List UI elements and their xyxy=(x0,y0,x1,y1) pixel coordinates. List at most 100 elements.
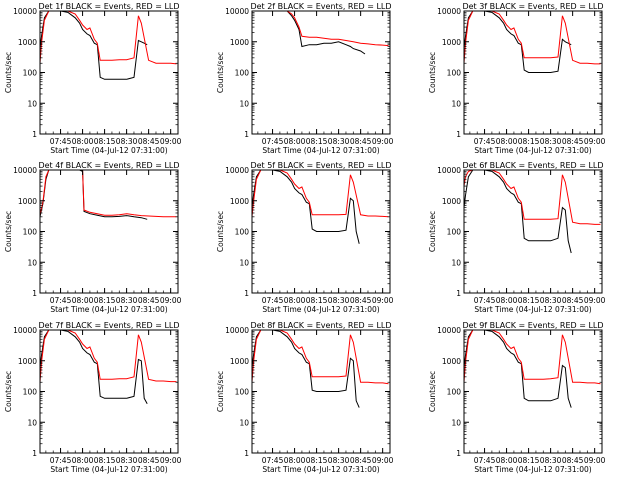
chart-panel-6: 1 10 100 1000 10000 07:45 08:00 08:15 08:30 08:45… xyxy=(428,161,606,314)
plot-frame xyxy=(463,169,603,294)
series-line-lld xyxy=(464,11,601,65)
x-tick-label: 08:45 xyxy=(350,137,372,146)
series-group xyxy=(40,170,177,220)
y-tick-label: 10 xyxy=(239,258,249,267)
x-tick-label: 08:45 xyxy=(350,296,372,305)
x-axis-label: Start Time (04-Jul-12 07:31:00) xyxy=(474,305,591,314)
x-tick-label: 08:45 xyxy=(562,296,584,305)
x-tick-label: 08:45 xyxy=(138,456,160,465)
x-tick-label: 08:15 xyxy=(518,456,540,465)
x-axis-label: Start Time (04-Jul-12 07:31:00) xyxy=(474,146,591,155)
x-tick-label: 07:45 xyxy=(50,137,72,146)
x-tick-label: 09:00 xyxy=(584,456,606,465)
y-tick-label: 1 xyxy=(32,130,37,139)
x-tick-label: 08:00 xyxy=(496,456,518,465)
y-tick-label: 10000 xyxy=(437,7,461,16)
plot-frame xyxy=(39,169,179,294)
y-axis-label: Counts/sec xyxy=(216,211,225,252)
chart-title: Det 2f BLACK = Events, RED = LLD xyxy=(250,2,391,11)
y-tick-label: 10000 xyxy=(225,326,249,335)
y-axis-label: Counts/sec xyxy=(216,52,225,93)
chart-title: Det 5f BLACK = Events, RED = LLD xyxy=(250,161,391,170)
chart-title: Det 4f BLACK = Events, RED = LLD xyxy=(38,161,179,170)
y-tick-label: 1 xyxy=(456,449,461,458)
x-tick-label: 08:00 xyxy=(72,137,94,146)
series-group xyxy=(464,330,601,408)
x-tick-label: 08:00 xyxy=(72,456,94,465)
x-tick-label: 08:30 xyxy=(328,137,350,146)
x-tick-label: 09:00 xyxy=(584,137,606,146)
x-axis-label: Start Time (04-Jul-12 07:31:00) xyxy=(50,305,167,314)
x-tick-label: 08:15 xyxy=(306,296,328,305)
series-group xyxy=(252,11,389,55)
x-tick-label: 08:30 xyxy=(116,456,138,465)
chart-title: Det 6f BLACK = Events, RED = LLD xyxy=(462,161,603,170)
y-tick-label: 10000 xyxy=(13,166,37,175)
chart-title: Det 8f BLACK = Events, RED = LLD xyxy=(250,321,391,330)
x-tick-label: 09:00 xyxy=(160,456,182,465)
y-tick-label: 10 xyxy=(239,418,249,427)
x-axis-label: Start Time (04-Jul-12 07:31:00) xyxy=(262,465,379,474)
y-tick-label: 100 xyxy=(235,69,250,78)
chart-panel-1: 1 10 100 1000 10000 07:45 08:00 08:15 08:30 08:45… xyxy=(4,2,182,155)
x-tick-label: 08:15 xyxy=(518,137,540,146)
series-line-lld xyxy=(40,170,177,218)
x-tick-label: 08:30 xyxy=(540,137,562,146)
y-tick-label: 1000 xyxy=(442,197,461,206)
y-tick-label: 10 xyxy=(451,418,461,427)
y-tick-label: 100 xyxy=(447,69,462,78)
x-tick-label: 07:45 xyxy=(474,296,496,305)
y-tick-label: 1 xyxy=(32,289,37,298)
chart-panel-7: 1 10 100 1000 10000 07:45 08:00 08:15 08:30 08:45… xyxy=(4,321,182,474)
x-tick-label: 08:00 xyxy=(496,137,518,146)
y-tick-label: 100 xyxy=(235,228,250,237)
y-tick-label: 1000 xyxy=(230,197,249,206)
series-line-events xyxy=(40,170,148,220)
y-tick-label: 1000 xyxy=(442,38,461,47)
chart-panel-9: 1 10 100 1000 10000 07:45 08:00 08:15 08:30 08:45… xyxy=(428,321,606,474)
x-axis-label: Start Time (04-Jul-12 07:31:00) xyxy=(262,305,379,314)
x-tick-label: 08:45 xyxy=(138,137,160,146)
x-tick-label: 08:15 xyxy=(306,456,328,465)
y-tick-label: 100 xyxy=(23,69,38,78)
chart-panel-4: 1 10 100 1000 10000 07:45 08:00 08:15 08:30 08:45… xyxy=(4,161,182,314)
x-tick-label: 09:00 xyxy=(372,456,394,465)
x-tick-label: 08:15 xyxy=(94,296,116,305)
y-tick-label: 10 xyxy=(239,99,249,108)
series-line-lld xyxy=(252,11,389,47)
series-line-events xyxy=(464,330,572,408)
series-line-events xyxy=(252,11,366,55)
x-tick-label: 08:30 xyxy=(328,296,350,305)
y-tick-label: 10000 xyxy=(13,7,37,16)
y-tick-label: 10000 xyxy=(225,7,249,16)
y-tick-label: 1000 xyxy=(230,38,249,47)
x-tick-label: 07:45 xyxy=(474,456,496,465)
y-tick-label: 10000 xyxy=(225,166,249,175)
series-group xyxy=(252,330,389,408)
series-line-lld xyxy=(252,170,389,218)
series-line-events xyxy=(40,330,148,404)
y-tick-label: 10 xyxy=(451,258,461,267)
x-tick-label: 08:15 xyxy=(518,296,540,305)
chart-panel-3: 1 10 100 1000 10000 07:45 08:00 08:15 08:30 08:45… xyxy=(428,2,606,155)
x-tick-label: 07:45 xyxy=(262,137,284,146)
y-tick-label: 1000 xyxy=(18,38,37,47)
plot-frame xyxy=(463,329,603,454)
series-group xyxy=(40,330,177,404)
x-axis-label: Start Time (04-Jul-12 07:31:00) xyxy=(50,465,167,474)
x-axis-label: Start Time (04-Jul-12 07:31:00) xyxy=(474,465,591,474)
y-tick-label: 1 xyxy=(244,289,249,298)
plot-frame xyxy=(251,10,391,135)
x-tick-label: 09:00 xyxy=(160,296,182,305)
y-tick-label: 1 xyxy=(456,130,461,139)
x-tick-label: 08:30 xyxy=(540,296,562,305)
x-tick-label: 07:45 xyxy=(262,456,284,465)
y-tick-label: 10000 xyxy=(13,326,37,335)
y-tick-label: 100 xyxy=(447,388,462,397)
x-tick-label: 07:45 xyxy=(474,137,496,146)
y-axis-label: Counts/sec xyxy=(428,52,437,93)
series-line-events xyxy=(252,170,360,244)
x-tick-label: 08:30 xyxy=(116,296,138,305)
series-line-lld xyxy=(252,330,389,385)
x-tick-label: 08:30 xyxy=(328,456,350,465)
